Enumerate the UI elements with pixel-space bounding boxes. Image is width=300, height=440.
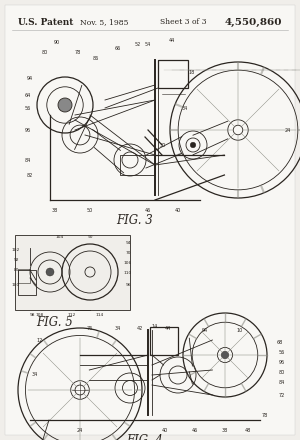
Bar xyxy=(158,60,188,88)
Text: 42: 42 xyxy=(137,326,143,330)
Text: 40: 40 xyxy=(175,208,181,213)
Text: 40: 40 xyxy=(162,428,168,433)
Text: 38: 38 xyxy=(52,208,58,213)
Text: 98: 98 xyxy=(30,313,36,317)
Text: 96: 96 xyxy=(125,283,131,287)
Text: 90: 90 xyxy=(87,235,93,239)
Text: 56: 56 xyxy=(279,349,285,355)
Text: 12: 12 xyxy=(37,337,43,342)
Text: 86: 86 xyxy=(93,55,99,61)
Text: 96: 96 xyxy=(279,359,285,364)
Text: 72: 72 xyxy=(279,392,285,397)
Text: 38: 38 xyxy=(222,428,228,433)
Text: 114: 114 xyxy=(96,313,104,317)
Text: 50: 50 xyxy=(87,208,93,213)
Bar xyxy=(150,327,178,355)
Circle shape xyxy=(221,351,229,359)
Text: 14: 14 xyxy=(152,323,158,329)
Bar xyxy=(120,155,155,175)
Text: 108: 108 xyxy=(36,313,44,317)
Text: 30: 30 xyxy=(160,143,166,147)
Bar xyxy=(18,270,36,295)
Circle shape xyxy=(58,98,72,112)
Text: 46: 46 xyxy=(192,428,198,433)
Text: 80: 80 xyxy=(279,370,285,374)
Text: Nov. 5, 1985: Nov. 5, 1985 xyxy=(80,18,128,26)
Text: 106: 106 xyxy=(124,261,132,265)
Text: FIG. 5: FIG. 5 xyxy=(37,315,74,329)
Text: 84: 84 xyxy=(25,158,31,162)
Text: 64: 64 xyxy=(25,92,31,98)
Text: 94: 94 xyxy=(125,241,131,245)
Circle shape xyxy=(46,268,54,276)
Text: 34: 34 xyxy=(32,373,38,378)
Text: 78: 78 xyxy=(262,413,268,418)
Text: 44: 44 xyxy=(169,37,175,43)
Text: 52: 52 xyxy=(135,41,141,47)
Text: 34: 34 xyxy=(115,326,121,330)
Text: 76: 76 xyxy=(87,326,93,330)
Text: U.S. Patent: U.S. Patent xyxy=(18,18,74,26)
Bar xyxy=(18,269,30,283)
Circle shape xyxy=(190,142,196,148)
Text: 102: 102 xyxy=(12,248,20,252)
Text: Sheet 3 of 3: Sheet 3 of 3 xyxy=(160,18,207,26)
Bar xyxy=(15,235,130,310)
Text: 90: 90 xyxy=(54,40,60,44)
Text: 92: 92 xyxy=(13,258,19,262)
Text: 82: 82 xyxy=(27,172,33,177)
Text: 44: 44 xyxy=(165,326,171,330)
Text: 68: 68 xyxy=(277,340,283,345)
Text: 48: 48 xyxy=(245,428,251,433)
Text: 80: 80 xyxy=(42,50,48,55)
Text: 112: 112 xyxy=(68,313,76,317)
Text: 104: 104 xyxy=(56,235,64,239)
Text: 34: 34 xyxy=(182,106,188,110)
Text: FIG. 4: FIG. 4 xyxy=(127,433,164,440)
Text: FIG. 3: FIG. 3 xyxy=(117,213,153,227)
Text: 94: 94 xyxy=(27,76,33,81)
Text: 78: 78 xyxy=(75,50,81,55)
Text: 24: 24 xyxy=(77,428,83,433)
Text: 46: 46 xyxy=(145,208,151,213)
Text: 84: 84 xyxy=(279,379,285,385)
Text: 80: 80 xyxy=(13,268,19,272)
Text: 4,550,860: 4,550,860 xyxy=(225,18,283,26)
Text: 70: 70 xyxy=(125,251,131,255)
Text: 100: 100 xyxy=(12,283,20,287)
Text: 110: 110 xyxy=(124,271,132,275)
Text: 56: 56 xyxy=(25,106,31,110)
Text: 94: 94 xyxy=(202,327,208,333)
Text: 24: 24 xyxy=(285,128,291,132)
Text: 66: 66 xyxy=(115,45,121,51)
Text: 96: 96 xyxy=(25,128,31,132)
Text: 10: 10 xyxy=(237,327,243,333)
Text: 18: 18 xyxy=(189,70,195,74)
Text: 54: 54 xyxy=(145,41,151,47)
